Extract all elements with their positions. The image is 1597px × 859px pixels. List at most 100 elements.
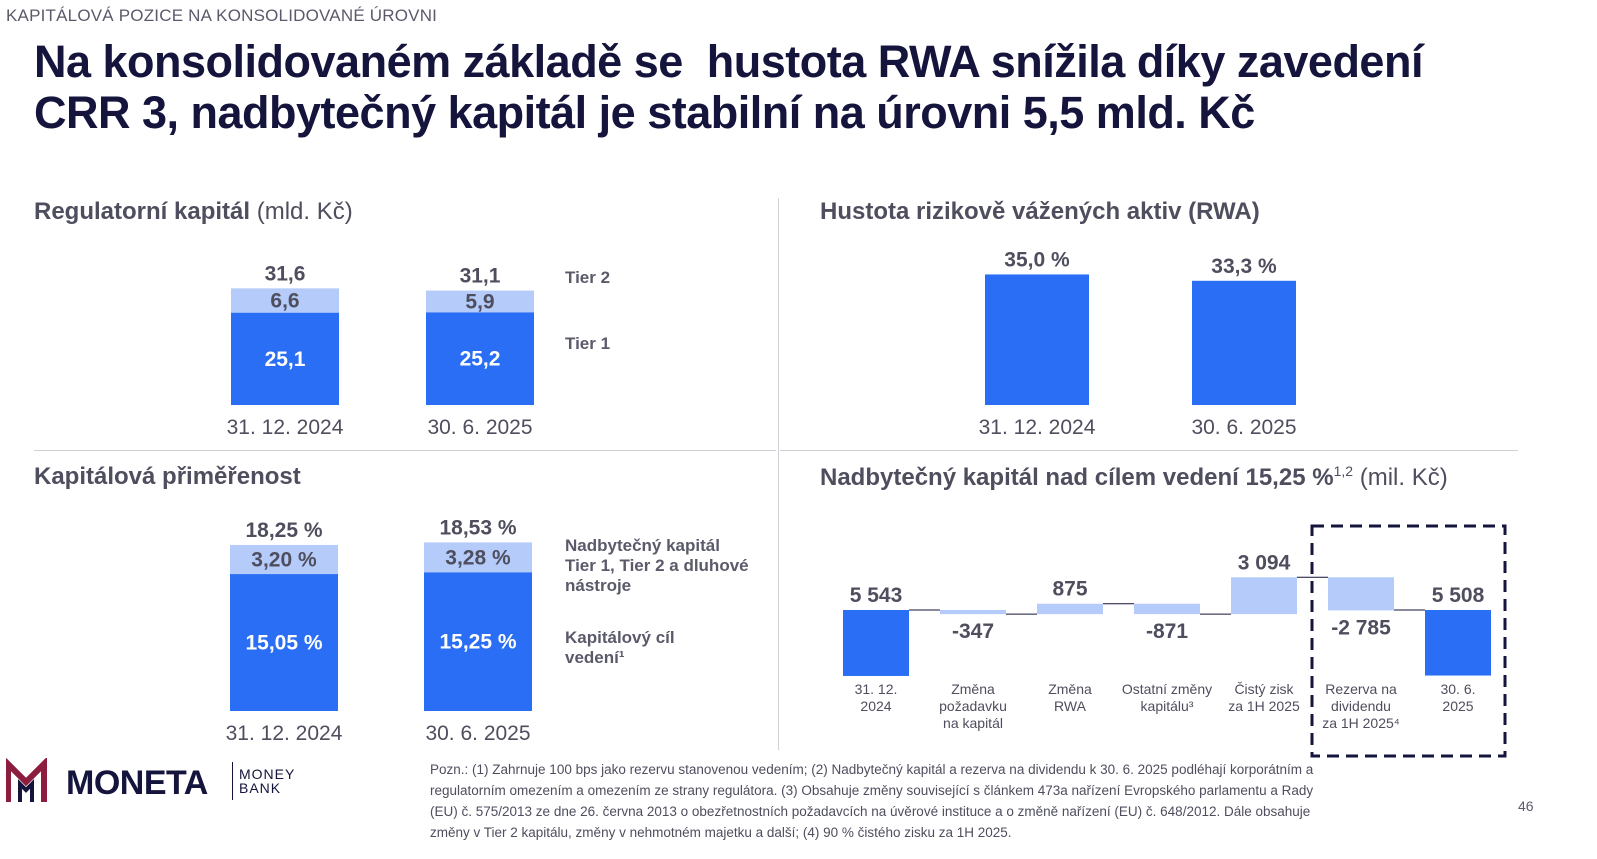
regcap-bar-upper-1 [426, 290, 534, 313]
waterfall-bar-6 [1425, 610, 1491, 676]
regcap-label-total-0: 31,6 [265, 262, 306, 285]
waterfall-bar-2 [1037, 603, 1103, 615]
regcap-bar-lower-1 [426, 312, 534, 405]
footnote-line-3: (EU) č. 575/2013 ze dne 26. června 2013 … [430, 804, 1311, 819]
waterfall-value-label-5: -2 785 [1331, 616, 1391, 639]
car-label-total-1: 18,53 % [439, 516, 516, 539]
car-category-1: 30. 6. 2025 [425, 722, 530, 745]
excess-title: Nadbytečný kapitál nad cílem vedení 15,2… [820, 464, 1334, 491]
rwa-bar-0 [985, 274, 1089, 405]
legend-target-line-2: vedení¹ [565, 648, 625, 667]
excess-panel-title: Nadbytečný kapitál nad cílem vedení 15,2… [820, 463, 1448, 492]
panel-divider-vertical [778, 198, 779, 750]
car-chart: 15,05 % 3,20 % 18,25 % 31. 12. 2024 15,25 % 3… [226, 516, 532, 745]
regcap-category-1: 30. 6. 2025 [427, 416, 532, 439]
regcap-label-lower-0: 25,1 [265, 348, 306, 371]
waterfall-value-label-3: -871 [1146, 620, 1188, 643]
logo-subtext: MONEY BANK [239, 767, 295, 795]
car-label-total-0: 18,25 % [245, 519, 322, 542]
legend-target: Kapitálový cíl vedení¹ [565, 628, 675, 668]
waterfall-category-3-line-1: kapitálu³ [1141, 698, 1194, 714]
rwa-category-1: 30. 6. 2025 [1191, 416, 1296, 439]
waterfall-category-2-line-1: RWA [1054, 698, 1087, 714]
waterfall-category-1-line-0: Změna [951, 681, 995, 697]
waterfall-category-2-line-0: Změna [1048, 681, 1092, 697]
excess-subtitle: (mil. Kč) [1359, 464, 1448, 491]
waterfall-category-1-line-2: na kapitál [943, 715, 1003, 731]
panel-divider-horizontal-right [780, 450, 1518, 451]
rwa-category-0: 31. 12. 2024 [979, 416, 1096, 439]
waterfall-value-label-1: -347 [952, 620, 994, 643]
page-title: Na konsolidovaném základě se hustota RWA… [34, 36, 1564, 138]
waterfall-category-6-line-0: 30. 6. [1440, 681, 1475, 697]
waterfall-bar-0 [843, 610, 909, 676]
regcap-subtitle: (mld. Kč) [256, 198, 353, 225]
car-bar-upper-0 [230, 544, 338, 575]
rwa-value-label-1: 33,3 % [1211, 255, 1277, 278]
waterfall-category-3-line-0: Ostatní změny [1122, 681, 1212, 697]
waterfall-value-label-6: 5 508 [1432, 584, 1485, 607]
regcap-label-lower-1: 25,2 [460, 348, 501, 371]
waterfall-category-6-line-1: 2025 [1442, 698, 1473, 714]
regcap-bar-upper-0 [231, 288, 339, 313]
legend-surplus-line-1: Nadbytečný kapitál [565, 536, 720, 555]
excess-title-sup: 1,2 [1333, 463, 1354, 479]
legend-tier1: Tier 1 [565, 334, 611, 353]
waterfall-bar-4 [1231, 577, 1297, 615]
waterfall-category-5-line-2: za 1H 2025⁴ [1322, 715, 1400, 731]
logo-sub-line-2: BANK [239, 780, 282, 796]
car-bar-upper-1 [424, 542, 532, 573]
logo-sub-line-1: MONEY [239, 766, 296, 782]
rwa-bar-1 [1192, 280, 1296, 405]
waterfall-category-4-line-1: za 1H 2025 [1228, 698, 1300, 714]
waterfall-category-5-line-1: dividendu [1331, 698, 1391, 714]
regcap-chart: 25,1 6,6 31,6 31. 12. 2024 25,2 5,931,1 30. 6.… [227, 262, 534, 439]
car-label-upper-0: 3,20 % [251, 548, 317, 571]
waterfall-bar-5 [1328, 577, 1394, 611]
waterfall-value-label-4: 3 094 [1238, 551, 1291, 574]
car-panel-title: Kapitálová přiměřenost [34, 463, 301, 490]
footnote: Pozn.: (1) Zahrnuje 100 bps jako rezervu… [430, 759, 1405, 843]
waterfall-highlight-box [1310, 524, 1507, 758]
car-category-0: 31. 12. 2024 [226, 722, 343, 745]
moneta-logo: MONETA MONEY BANK [6, 758, 306, 808]
car-label-lower-1: 15,25 % [439, 631, 516, 654]
regcap-bar-lower-0 [231, 312, 339, 405]
legend-surplus-line-3: nástroje [565, 576, 632, 595]
logo-separator [232, 762, 233, 800]
waterfall-bar-3 [1134, 603, 1200, 615]
page-number: 46 [1518, 798, 1534, 814]
car-label-upper-1: 3,28 % [445, 546, 511, 569]
waterfall-value-label-0: 5 543 [850, 584, 903, 607]
regcap-label-upper-0: 6,6 [270, 289, 299, 312]
panel-divider-horizontal-left [34, 450, 776, 451]
footnote-line-4: změny v Tier 2 kapitálu, změny v nehmotn… [430, 825, 1012, 840]
page-title-line-1: Na konsolidovaném základě se hustota RWA… [34, 36, 1423, 87]
regcap-label-upper-1: 5,9 [465, 290, 494, 313]
legend-target-line-1: Kapitálový cíl [565, 628, 675, 647]
logo-wordmark: MONETA [66, 764, 208, 802]
car-label-lower-0: 15,05 % [245, 632, 322, 655]
waterfall-category-0-line-0: 31. 12. [855, 681, 898, 697]
page-title-line-2: CRR 3, nadbytečný kapitál je stabilní na… [34, 87, 1255, 138]
legend-tier2: Tier 2 [565, 268, 611, 287]
regcap-panel-title: Regulatorní kapitál (mld. Kč) [34, 198, 353, 226]
waterfall-category-0-line-1: 2024 [860, 698, 891, 714]
legend-surplus: Nadbytečný kapitál Tier 1, Tier 2 a dluh… [565, 536, 749, 596]
regcap-label-total-1: 31,1 [460, 265, 501, 288]
rwa-panel-title: Hustota rizikově vážených aktiv (RWA) [820, 198, 1260, 225]
section-label: KAPITÁLOVÁ POZICE NA KONSOLIDOVANÉ ÚROVN… [6, 6, 438, 25]
moneta-m-icon [6, 758, 47, 802]
regcap-title: Regulatorní kapitál [34, 198, 251, 225]
car-bar-lower-1 [424, 572, 532, 711]
footnote-line-1: Pozn.: (1) Zahrnuje 100 bps jako rezervu… [430, 762, 1314, 777]
regcap-category-0: 31. 12. 2024 [227, 416, 344, 439]
footnote-line-2: regulatorním omezením a omezením ze stra… [430, 783, 1314, 798]
waterfall-category-5-line-0: Rezerva na [1325, 681, 1397, 697]
waterfall-category-4-line-0: Čistý zisk [1234, 681, 1294, 697]
rwa-value-label-0: 35,0 % [1004, 248, 1070, 271]
legend-surplus-line-2: Tier 1, Tier 2 a dluhové [565, 556, 749, 575]
car-bar-lower-0 [230, 574, 338, 711]
waterfall-category-1-line-1: požadavku [939, 698, 1007, 714]
